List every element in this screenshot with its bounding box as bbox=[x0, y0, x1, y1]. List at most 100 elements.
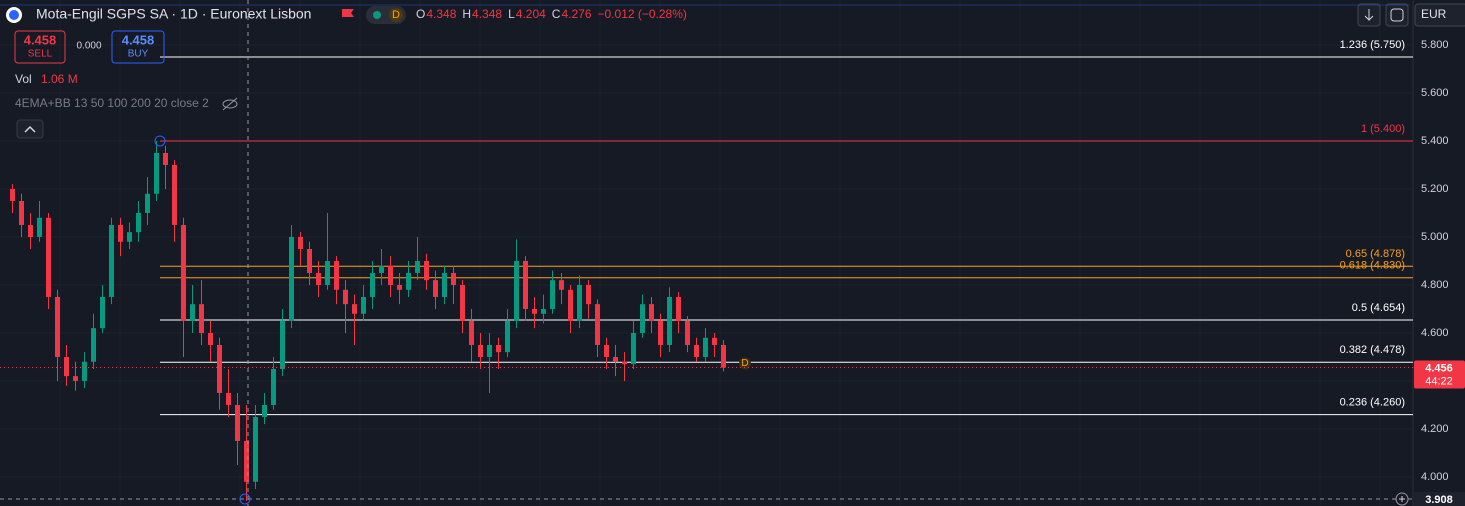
add-icon bbox=[1399, 496, 1405, 503]
candle-body bbox=[280, 320, 285, 369]
candle-body bbox=[73, 376, 78, 381]
candle-body bbox=[334, 260, 339, 290]
candle-body bbox=[217, 344, 222, 393]
candle-body bbox=[487, 344, 492, 357]
collapse-button[interactable] bbox=[16, 119, 44, 139]
candle-body bbox=[532, 308, 537, 314]
candle-body bbox=[577, 284, 582, 321]
caret-icon bbox=[24, 125, 36, 133]
candle-body bbox=[595, 304, 600, 345]
ohlc-value: 4.348 bbox=[472, 7, 502, 21]
candle-body bbox=[172, 164, 177, 225]
candle-body bbox=[649, 304, 654, 321]
candle-body bbox=[154, 152, 159, 194]
symbol-title: Mota-Engil SGPS SA · 1D · Euronext Lisbo… bbox=[36, 6, 311, 22]
candle-body bbox=[640, 304, 645, 333]
candle-body bbox=[370, 272, 375, 297]
candle-body bbox=[91, 328, 96, 362]
candle-body bbox=[613, 356, 618, 362]
candle-body bbox=[271, 368, 276, 405]
market-status bbox=[373, 11, 381, 19]
candle-body bbox=[712, 337, 717, 345]
candle-body bbox=[541, 308, 546, 314]
crosshair-price: 3.908 bbox=[1425, 494, 1453, 506]
candle-body bbox=[676, 296, 681, 321]
crosshair-price-box bbox=[1414, 492, 1465, 506]
y-tick-label: 5.200 bbox=[1421, 183, 1449, 195]
candle-body bbox=[415, 260, 420, 273]
refresh-icon bbox=[1390, 8, 1404, 22]
y-tick-label: 5.000 bbox=[1421, 231, 1449, 243]
candle-body bbox=[586, 284, 591, 305]
candle-body bbox=[361, 296, 366, 314]
candle-body bbox=[721, 344, 726, 368]
last-price: 4.456 bbox=[1425, 362, 1453, 374]
candle-body bbox=[469, 320, 474, 345]
candle-body bbox=[253, 416, 258, 482]
candle-body bbox=[37, 217, 42, 237]
candle-body bbox=[307, 248, 312, 273]
candle-body bbox=[208, 332, 213, 345]
fib-label: 1 (5.400) bbox=[1361, 123, 1405, 135]
sell-label: SELL bbox=[28, 49, 53, 60]
candle-body bbox=[289, 236, 294, 321]
candle-body bbox=[379, 265, 384, 273]
candle-body bbox=[451, 272, 456, 285]
candle-body bbox=[514, 260, 519, 321]
bottom-marker bbox=[239, 493, 251, 505]
event-label: D bbox=[741, 358, 748, 369]
candle-body bbox=[145, 193, 150, 213]
candle-body bbox=[100, 296, 105, 329]
ohlc-value: 4.276 bbox=[561, 7, 591, 21]
candle-body bbox=[163, 152, 168, 165]
refresh-button[interactable] bbox=[1385, 3, 1409, 27]
candle-body bbox=[181, 224, 186, 321]
candle-body bbox=[19, 200, 24, 225]
ohlc-key: O bbox=[416, 7, 425, 21]
y-tick-label: 4.800 bbox=[1421, 279, 1449, 291]
flag-icon[interactable] bbox=[342, 9, 354, 17]
candle-body bbox=[703, 337, 708, 357]
sell-button[interactable] bbox=[14, 30, 66, 64]
candle-body bbox=[352, 304, 357, 314]
candle-body bbox=[406, 272, 411, 290]
y-tick-label: 5.600 bbox=[1421, 87, 1449, 99]
sell-price: 4.458 bbox=[24, 32, 57, 47]
candle-body bbox=[667, 296, 672, 345]
candle-body bbox=[388, 265, 393, 285]
fib-label: 0.382 (4.478) bbox=[1340, 344, 1405, 356]
change: −0.012 (−0.28%) bbox=[598, 7, 687, 21]
ohlc-value: 4.348 bbox=[426, 7, 456, 21]
y-tick-label: 5.800 bbox=[1421, 39, 1449, 51]
candle-body bbox=[118, 224, 123, 242]
candle-body bbox=[478, 344, 483, 357]
candle-body bbox=[505, 320, 510, 353]
buy-label: BUY bbox=[128, 49, 149, 60]
plot: 1.236 (5.750) 1 (5.400) 0.65 (4.878)0.618 … bbox=[0, 38, 1413, 501]
candle-body bbox=[298, 236, 303, 249]
visibility-icon[interactable] bbox=[222, 97, 238, 111]
buy-button[interactable] bbox=[111, 30, 165, 64]
currency-button[interactable] bbox=[1414, 3, 1465, 27]
indicator-label: 4EMA+BB 13 50 100 200 20 close 2 bbox=[15, 96, 209, 110]
symbol-logo-inner bbox=[9, 10, 19, 20]
candle-body bbox=[10, 188, 15, 201]
candle-body bbox=[55, 296, 60, 357]
download-icon bbox=[1364, 9, 1374, 21]
ohlc-key: L bbox=[508, 7, 515, 21]
candle-body bbox=[343, 289, 348, 305]
candle-body bbox=[604, 344, 609, 357]
y-tick-label: 4.000 bbox=[1421, 471, 1449, 483]
candle-body bbox=[631, 332, 636, 365]
candle-body bbox=[316, 272, 321, 285]
ohlc-key: H bbox=[462, 7, 471, 21]
candle-body bbox=[109, 224, 114, 297]
candle-body bbox=[685, 320, 690, 345]
candle-body bbox=[559, 280, 564, 290]
interval-badge: D bbox=[392, 9, 400, 21]
fib-label: 1.236 (5.750) bbox=[1340, 39, 1405, 51]
interval-badge-bg bbox=[389, 8, 403, 22]
y-tick-label: 4.600 bbox=[1421, 327, 1449, 339]
